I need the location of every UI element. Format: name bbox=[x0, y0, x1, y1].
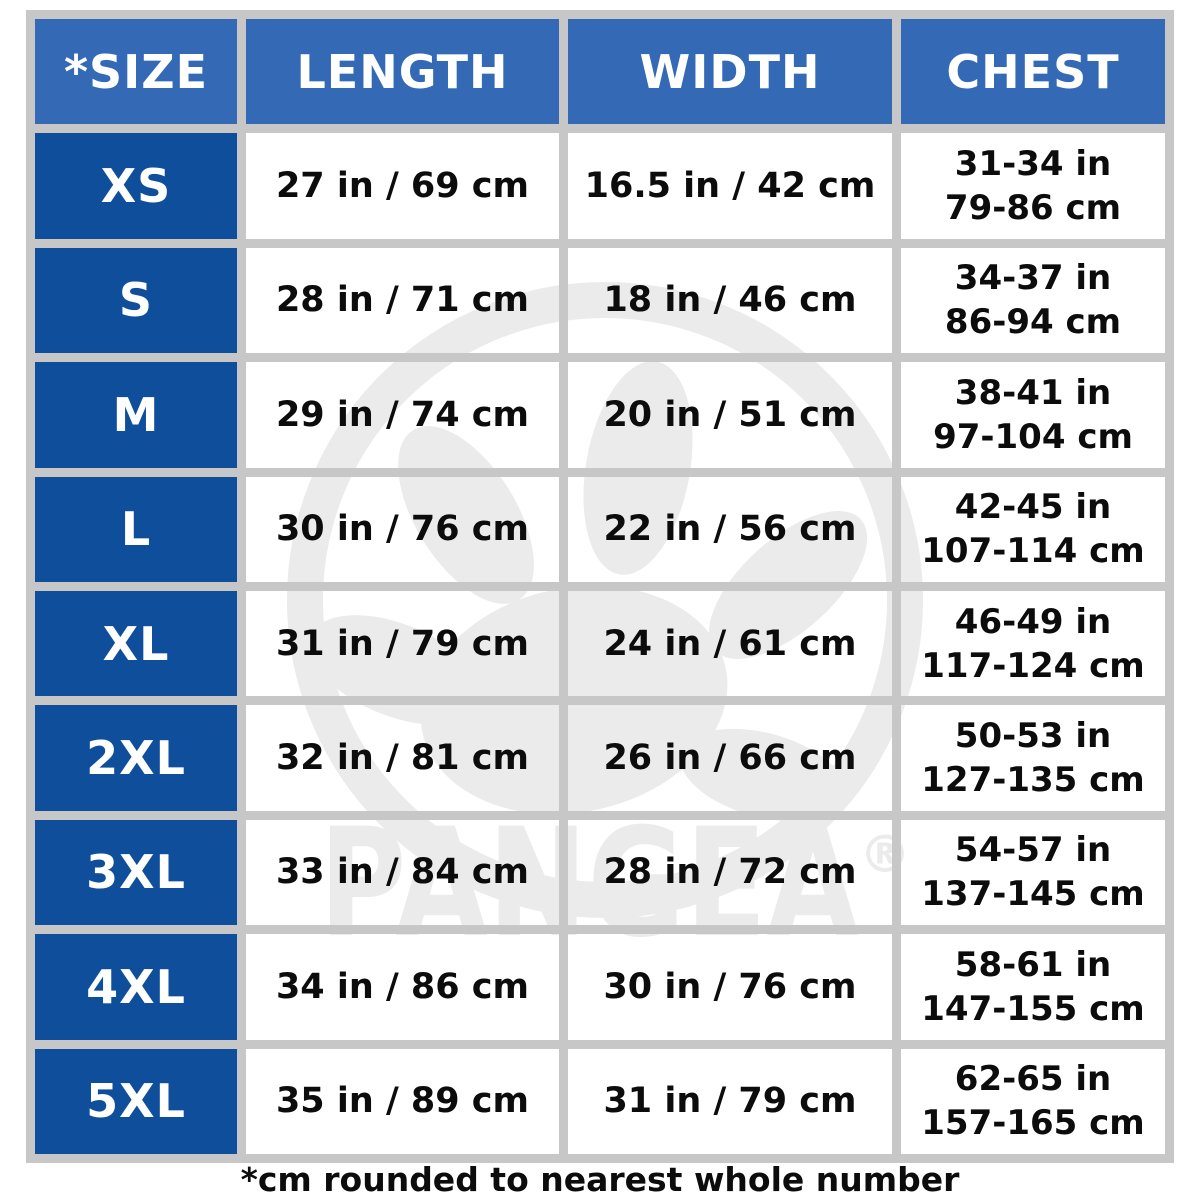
chest-centimeters: 147-155 cm bbox=[921, 988, 1145, 1029]
chest-inches: 42-45 in bbox=[954, 487, 1112, 528]
column-header-width: WIDTH bbox=[568, 19, 892, 125]
size-label-3xl: 3XL bbox=[35, 819, 237, 926]
column-header-size: *SIZE bbox=[35, 19, 237, 125]
chest-centimeters: 107-114 cm bbox=[921, 531, 1145, 572]
size-label-l: L bbox=[35, 476, 237, 582]
chest-centimeters: 127-135 cm bbox=[921, 760, 1145, 801]
chest-inches: 46-49 in bbox=[954, 601, 1112, 642]
width-value-xs: 16.5 in / 42 cm bbox=[568, 133, 892, 239]
chest-inches: 31-34 in bbox=[954, 143, 1112, 184]
width-value-5xl: 31 in / 79 cm bbox=[568, 1048, 892, 1154]
size-label-4xl: 4XL bbox=[35, 934, 237, 1040]
length-value-l: 30 in / 76 cm bbox=[246, 476, 559, 582]
size-label-m: M bbox=[35, 362, 237, 468]
chest-inches: 38-41 in bbox=[954, 372, 1112, 413]
chest-centimeters: 86-94 cm bbox=[944, 302, 1122, 343]
size-chart-table: *SIZE LENGTH WIDTH CHEST XS 27 in / 69 cm 16.5… bbox=[26, 10, 1174, 1163]
length-value-5xl: 35 in / 89 cm bbox=[246, 1048, 559, 1154]
width-value-m: 20 in / 51 cm bbox=[568, 362, 892, 468]
column-header-length: LENGTH bbox=[246, 19, 559, 125]
chest-inches: 50-53 in bbox=[954, 715, 1112, 756]
length-value-2xl: 32 in / 81 cm bbox=[246, 705, 559, 811]
chest-value-xl: 46-49 in 117-124 cm bbox=[901, 591, 1165, 697]
size-label-xs: XS bbox=[35, 133, 237, 239]
size-label-xl: XL bbox=[35, 591, 237, 697]
column-header-chest: CHEST bbox=[901, 19, 1165, 125]
length-value-s: 28 in / 71 cm bbox=[246, 247, 559, 354]
chest-centimeters: 137-145 cm bbox=[921, 874, 1145, 915]
footnote: *cm rounded to nearest whole number bbox=[240, 1160, 960, 1199]
length-value-4xl: 34 in / 86 cm bbox=[246, 934, 559, 1040]
chest-value-3xl: 54-57 in 137-145 cm bbox=[901, 819, 1165, 926]
chest-value-s: 34-37 in 86-94 cm bbox=[901, 247, 1165, 354]
chest-centimeters: 157-165 cm bbox=[921, 1103, 1145, 1144]
width-value-3xl: 28 in / 72 cm bbox=[568, 819, 892, 926]
chest-inches: 54-57 in bbox=[954, 830, 1112, 871]
chest-centimeters: 79-86 cm bbox=[944, 188, 1122, 229]
chest-centimeters: 117-124 cm bbox=[921, 645, 1145, 686]
chest-inches: 34-37 in bbox=[954, 258, 1112, 299]
length-value-xl: 31 in / 79 cm bbox=[246, 591, 559, 697]
chest-value-xs: 31-34 in 79-86 cm bbox=[901, 133, 1165, 239]
chest-centimeters: 97-104 cm bbox=[933, 416, 1133, 457]
width-value-4xl: 30 in / 76 cm bbox=[568, 934, 892, 1040]
chest-value-4xl: 58-61 in 147-155 cm bbox=[901, 934, 1165, 1040]
width-value-s: 18 in / 46 cm bbox=[568, 247, 892, 354]
chest-inches: 62-65 in bbox=[954, 1059, 1112, 1100]
length-value-xs: 27 in / 69 cm bbox=[246, 133, 559, 239]
size-label-s: S bbox=[35, 247, 237, 354]
chest-value-m: 38-41 in 97-104 cm bbox=[901, 362, 1165, 468]
chest-value-5xl: 62-65 in 157-165 cm bbox=[901, 1048, 1165, 1154]
chest-value-l: 42-45 in 107-114 cm bbox=[901, 476, 1165, 582]
size-label-2xl: 2XL bbox=[35, 705, 237, 811]
chest-value-2xl: 50-53 in 127-135 cm bbox=[901, 705, 1165, 811]
width-value-l: 22 in / 56 cm bbox=[568, 476, 892, 582]
width-value-xl: 24 in / 61 cm bbox=[568, 591, 892, 697]
width-value-2xl: 26 in / 66 cm bbox=[568, 705, 892, 811]
chest-inches: 58-61 in bbox=[954, 944, 1112, 985]
size-label-5xl: 5XL bbox=[35, 1048, 237, 1154]
length-value-m: 29 in / 74 cm bbox=[246, 362, 559, 468]
length-value-3xl: 33 in / 84 cm bbox=[246, 819, 559, 926]
